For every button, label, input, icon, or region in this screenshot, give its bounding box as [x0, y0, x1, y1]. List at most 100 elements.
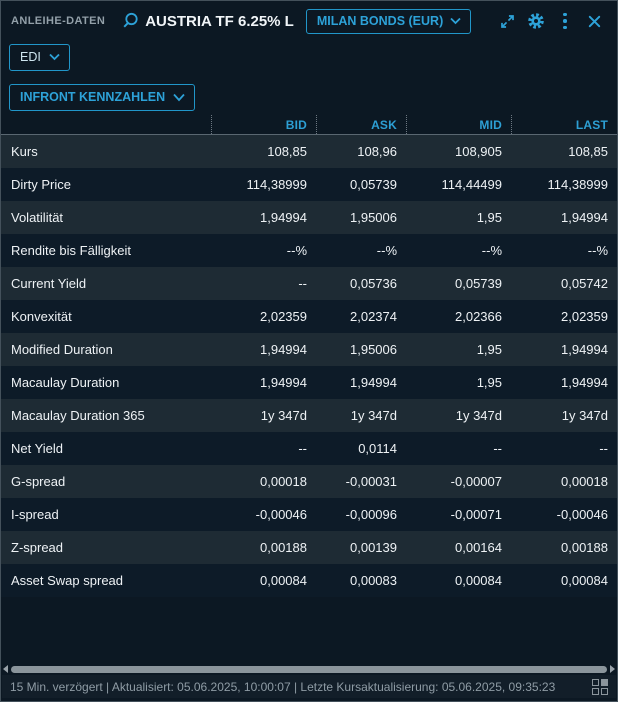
cell-last: -- [599, 441, 608, 456]
column-header-mid[interactable]: MID [406, 115, 511, 134]
table-row[interactable]: G-spread 0,00018 -0,00031 -0,00007 0,00018 [1, 465, 617, 498]
table-row[interactable]: Dirty Price 114,38999 0,05739 114,44499 114,… [1, 168, 617, 201]
cell-bid: 1,94994 [260, 210, 307, 225]
cell-bid: -- [298, 276, 307, 291]
cell-ask: 0,00139 [350, 540, 397, 555]
cell-last: 1,94994 [561, 342, 608, 357]
cell-last: 0,00188 [561, 540, 608, 555]
cell-mid: -0,00071 [450, 507, 502, 522]
cell-last: 0,05742 [561, 276, 608, 291]
metrics-dropdown-infront-kennzahlen[interactable]: INFRONT KENNZAHLEN [9, 84, 196, 111]
row-label: Net Yield [11, 441, 64, 456]
metrics-dropdown-label: INFRONT KENNZAHLEN [20, 90, 166, 104]
cell-bid: 0,00084 [260, 573, 307, 588]
cell-mid: 114,44499 [441, 177, 503, 192]
cell-last: --% [587, 243, 608, 258]
column-header-bid[interactable]: BID [211, 115, 316, 134]
cell-last: 0,00084 [561, 573, 608, 588]
settings-gear-icon[interactable] [525, 10, 547, 32]
cell-ask: 1y 347d [350, 408, 397, 423]
source-dropdown-edi[interactable]: EDI [9, 44, 70, 71]
cell-bid: 1,94994 [260, 342, 307, 357]
window-title: ANLEIHE-DATEN [11, 15, 106, 27]
scroll-right-arrow[interactable] [610, 665, 615, 673]
market-selector-label: MILAN BONDS (EUR) [316, 13, 444, 28]
row-label: Macaulay Duration [11, 375, 120, 390]
row-label: Asset Swap spread [11, 573, 124, 588]
titlebar-icons [496, 10, 605, 32]
cell-bid: 1,94994 [260, 375, 307, 390]
market-selector-dropdown[interactable]: MILAN BONDS (EUR) [305, 8, 472, 34]
scroll-left-arrow[interactable] [3, 665, 8, 673]
cell-mid: -0,00007 [450, 474, 502, 489]
table-row[interactable]: Net Yield -- 0,0114 -- -- [1, 432, 617, 465]
table-row[interactable]: Z-spread 0,00188 0,00139 0,00164 0,00188 [1, 531, 617, 564]
column-header-ask[interactable]: ASK [316, 115, 406, 134]
instrument-search-value[interactable]: AUSTRIA TF 6.25% L [145, 12, 294, 30]
cell-last: 0,00018 [561, 474, 608, 489]
cell-bid: 0,00018 [260, 474, 307, 489]
grid-layout-icon[interactable] [592, 678, 608, 695]
cell-ask: 0,05736 [350, 276, 397, 291]
cell-mid: 108,905 [455, 144, 502, 159]
row-label: Volatilität [11, 210, 64, 225]
table-row[interactable]: Asset Swap spread 0,00084 0,00083 0,00084 0,… [1, 564, 617, 597]
status-text: 15 Min. verzögert | Aktualisiert: 05.06.… [10, 679, 556, 694]
kebab-menu-icon[interactable] [554, 10, 576, 32]
cell-mid: 2,02366 [455, 309, 502, 324]
cell-mid: 1,95 [476, 342, 502, 357]
cell-last: 1y 347d [561, 408, 608, 423]
cell-mid: 0,00084 [455, 573, 502, 588]
table-row[interactable]: Volatilität 1,94994 1,95006 1,95 1,94994 [1, 201, 617, 234]
table-row[interactable]: I-spread -0,00046 -0,00096 -0,00071 -0,00046 [1, 498, 617, 531]
toolbar: EDI INFRONT KENNZAHLEN [1, 41, 617, 111]
row-label: Current Yield [11, 276, 87, 291]
row-label: Modified Duration [11, 342, 113, 357]
row-label: Rendite bis Fälligkeit [11, 243, 131, 258]
cell-mid: -- [493, 441, 502, 456]
cell-ask: 0,0114 [358, 441, 397, 456]
cell-last: 108,85 [568, 144, 608, 159]
cell-last: 1,94994 [561, 375, 608, 390]
column-header-last[interactable]: LAST [511, 115, 617, 134]
scrollbar-thumb[interactable] [11, 665, 607, 673]
table-header-row: BID ASK MID LAST [1, 115, 617, 135]
cell-bid: 2,02359 [260, 309, 307, 324]
chevron-down-icon [173, 93, 185, 102]
column-header-empty [1, 115, 211, 134]
cell-mid: 1,95 [476, 210, 502, 225]
chevron-down-icon [450, 17, 461, 25]
row-label: Macaulay Duration 365 [11, 408, 145, 423]
cell-bid: -0,00046 [255, 507, 307, 522]
row-label: Dirty Price [11, 177, 71, 192]
row-label: G-spread [11, 474, 66, 489]
table-row[interactable]: Current Yield -- 0,05736 0,05739 0,05742 [1, 267, 617, 300]
expand-icon[interactable] [496, 10, 518, 32]
cell-bid: -- [298, 441, 307, 456]
cell-ask: 108,96 [357, 144, 397, 159]
cell-ask: 2,02374 [350, 309, 397, 324]
table-row[interactable]: Konvexität 2,02359 2,02374 2,02366 2,02359 [1, 300, 617, 333]
cell-bid: 108,85 [267, 144, 307, 159]
cell-bid: 114,38999 [246, 177, 308, 192]
table-row[interactable]: Kurs 108,85 108,96 108,905 108,85 [1, 135, 617, 168]
row-label: Z-spread [11, 540, 64, 555]
cell-bid: 1y 347d [260, 408, 307, 423]
cell-bid: 0,00188 [260, 540, 307, 555]
scrollbar-track[interactable] [11, 665, 607, 673]
table-row[interactable]: Rendite bis Fälligkeit --% --% --% --% [1, 234, 617, 267]
table-row[interactable]: Modified Duration 1,94994 1,95006 1,95 1,949… [1, 333, 617, 366]
table-row[interactable]: Macaulay Duration 1,94994 1,94994 1,95 1,949… [1, 366, 617, 399]
close-icon[interactable] [583, 10, 605, 32]
cell-mid: 0,05739 [455, 276, 502, 291]
horizontal-scrollbar[interactable] [3, 664, 615, 674]
row-label: Kurs [11, 144, 38, 159]
table-body: Kurs 108,85 108,96 108,905 108,85 Dirty Price… [1, 135, 617, 597]
row-label: I-spread [11, 507, 59, 522]
cell-mid: 1,95 [476, 375, 502, 390]
row-label: Konvexität [11, 309, 72, 324]
search-icon[interactable] [119, 10, 141, 32]
table-row[interactable]: Macaulay Duration 365 1y 347d 1y 347d 1y 34… [1, 399, 617, 432]
cell-ask: 1,95006 [350, 342, 397, 357]
